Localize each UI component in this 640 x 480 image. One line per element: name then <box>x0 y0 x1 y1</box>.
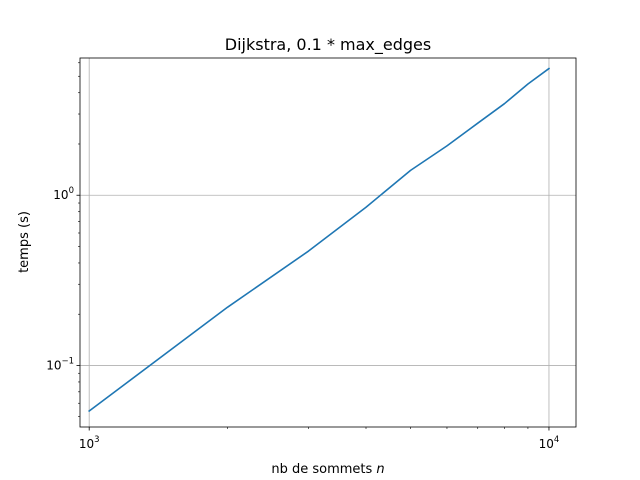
y-tick-label-1: 100 <box>53 186 74 202</box>
chart-title: Dijkstra, 0.1 * max_edges <box>225 35 431 55</box>
y-tick-label-exponent-0: −1 <box>61 356 74 366</box>
series-line-0 <box>88 67 551 413</box>
y-tick-label-base-1: 10 <box>53 188 68 202</box>
x-axis-label-prefix: nb de sommets <box>271 462 376 477</box>
x-axis-label-variable: n <box>376 462 384 477</box>
x-tick-label-0: 103 <box>79 435 100 451</box>
x-tick-label-1: 104 <box>539 435 560 451</box>
plot-area-background <box>80 58 576 427</box>
y-axis-label: temps (s) <box>17 211 32 273</box>
x-axis-label: nb de sommets n <box>271 462 384 477</box>
plot-frame <box>79 57 577 428</box>
x-tick-label-exponent-1: 4 <box>554 435 559 445</box>
grid-layer <box>80 58 576 427</box>
data-layer <box>88 67 551 413</box>
y-tick-label-exponent-1: 0 <box>69 186 74 196</box>
tick-layer <box>76 62 550 431</box>
x-tick-label-base-0: 10 <box>79 437 94 451</box>
x-tick-label-base-1: 10 <box>539 437 554 451</box>
y-tick-label-0: 10−1 <box>46 356 74 372</box>
y-tick-label-base-0: 10 <box>46 358 61 372</box>
x-tick-label-exponent-0: 3 <box>94 435 99 445</box>
